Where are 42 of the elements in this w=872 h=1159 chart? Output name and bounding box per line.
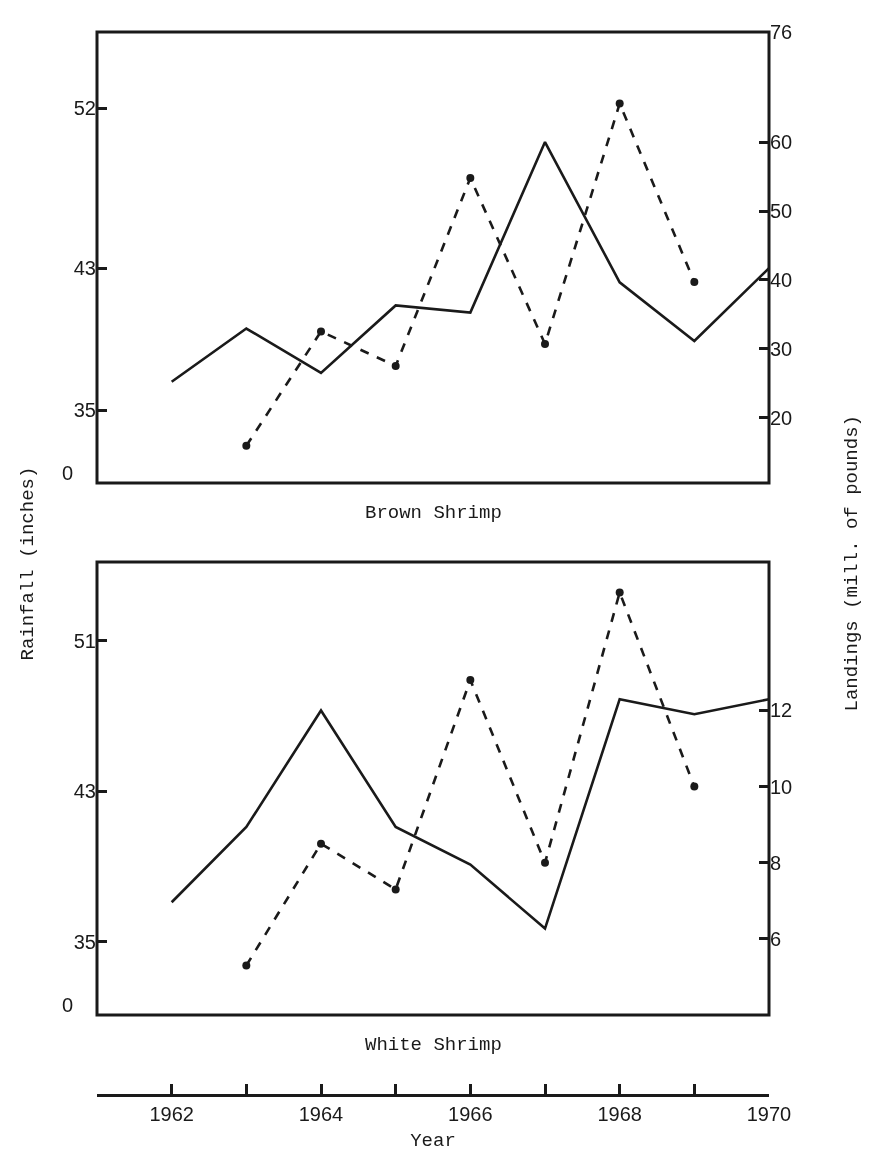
y2-tick-label: 6 xyxy=(770,927,782,950)
x-tick-label: 1970 xyxy=(746,1103,792,1125)
y2-tick-label: 10 xyxy=(770,775,793,798)
y-axis-title: Rainfall (inches) xyxy=(16,466,39,661)
y2-tick-label: 20 xyxy=(770,406,793,429)
y2-axis-title: Landings (mill. of pounds) xyxy=(840,415,863,712)
point xyxy=(615,99,624,108)
x-tick-label: 1964 xyxy=(298,1103,344,1125)
y-tick-label: 43 xyxy=(73,780,96,803)
point xyxy=(466,676,475,685)
point xyxy=(615,588,624,597)
text: White Shrimp xyxy=(365,1034,502,1056)
y-tick-label: 43 xyxy=(73,257,96,280)
point xyxy=(690,277,699,286)
x-tick-label: 1962 xyxy=(149,1103,194,1125)
point xyxy=(466,173,475,182)
point xyxy=(690,782,699,791)
x-tick-label: 1966 xyxy=(448,1103,493,1125)
point xyxy=(317,839,325,848)
point xyxy=(391,885,400,894)
x-tick-label: 1968 xyxy=(597,1103,642,1125)
y2-tick-label: 12 xyxy=(770,699,793,722)
x-axis-title: Year xyxy=(410,1129,456,1152)
y2-tick-label: 60 xyxy=(770,131,793,154)
point xyxy=(242,961,251,970)
point xyxy=(317,327,325,336)
y2-tick-label: 8 xyxy=(770,851,782,874)
y-tick-label: 51 xyxy=(73,629,96,652)
point xyxy=(541,858,549,867)
y-tick-label: 35 xyxy=(73,930,96,953)
text: 0 xyxy=(62,462,74,484)
point xyxy=(242,441,251,450)
y2-tick-label: 40 xyxy=(770,268,793,291)
y2-tick-label: 30 xyxy=(770,337,793,360)
text: 0 xyxy=(62,994,74,1016)
point xyxy=(541,339,549,348)
y-tick-label: 52 xyxy=(73,97,96,120)
text: Brown Shrimp xyxy=(365,502,502,524)
y2-tick-label: 50 xyxy=(770,200,793,223)
y-tick-label: 35 xyxy=(73,399,96,422)
point xyxy=(391,361,400,370)
y2-tick-label: 76 xyxy=(770,21,793,43)
